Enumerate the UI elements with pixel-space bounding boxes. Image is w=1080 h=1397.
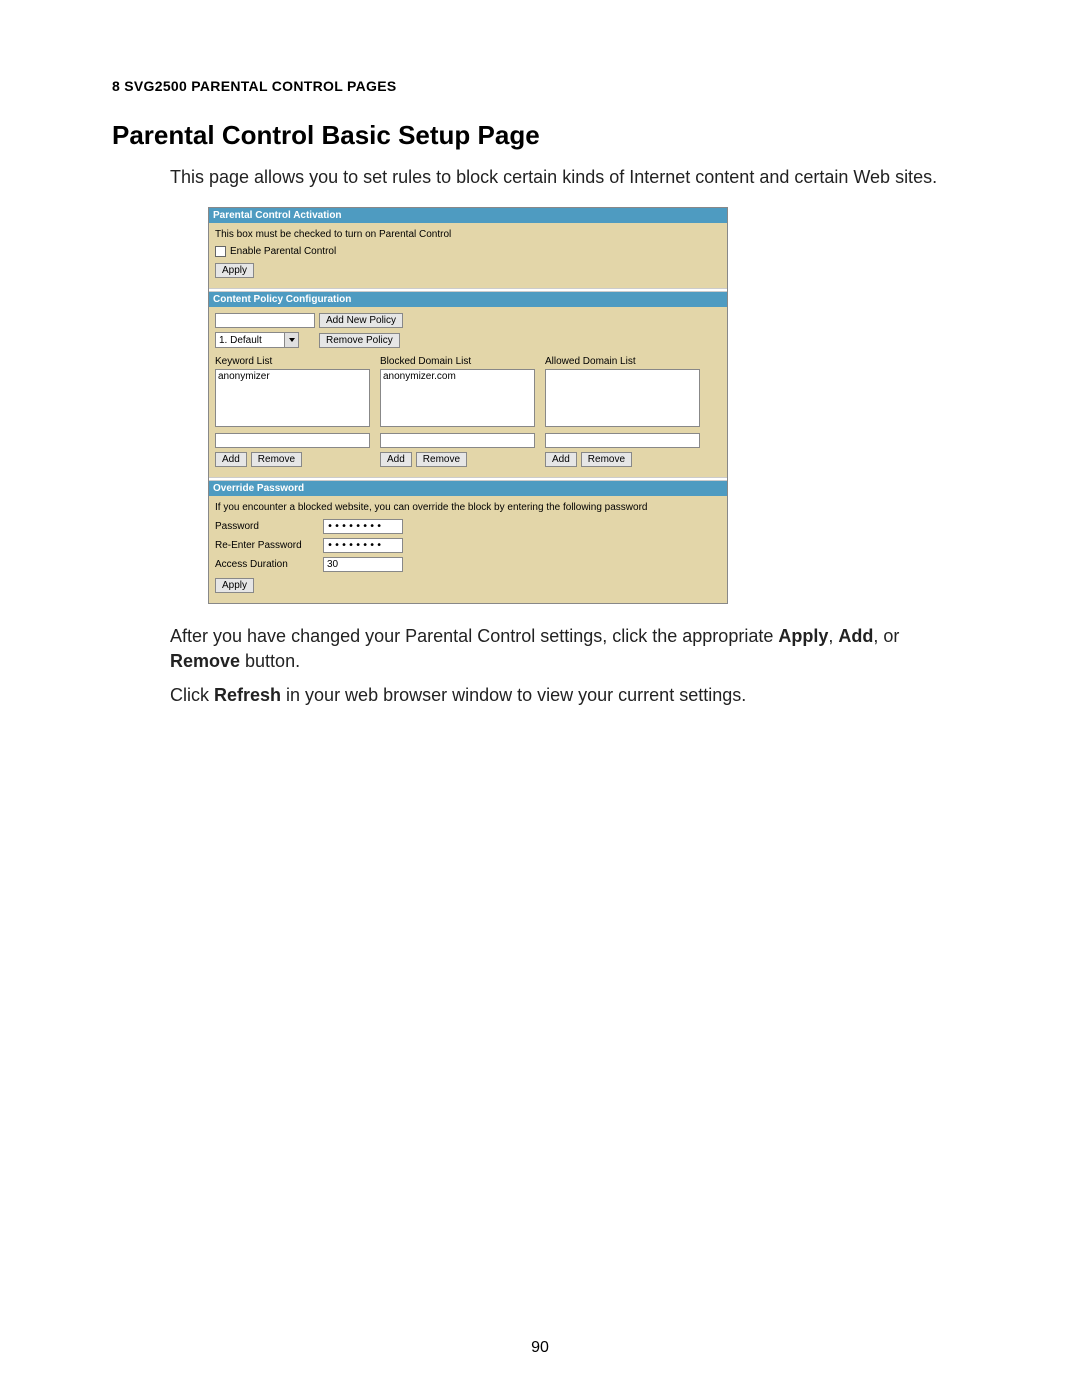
keyword-list-item[interactable]: anonymizer bbox=[218, 371, 367, 382]
keyword-remove-button[interactable]: Remove bbox=[251, 452, 302, 467]
allowed-listbox[interactable] bbox=[545, 369, 700, 427]
remove-policy-button[interactable]: Remove Policy bbox=[319, 333, 400, 348]
override-apply-button[interactable]: Apply bbox=[215, 578, 254, 593]
activation-apply-button[interactable]: Apply bbox=[215, 263, 254, 278]
override-body: If you encounter a blocked website, you … bbox=[209, 496, 727, 603]
allowed-remove-button[interactable]: Remove bbox=[581, 452, 632, 467]
allowed-add-button[interactable]: Add bbox=[545, 452, 577, 467]
keyword-input[interactable] bbox=[215, 433, 370, 448]
keyword-listbox[interactable]: anonymizer bbox=[215, 369, 370, 427]
policy-body: Add New Policy 1. Default Remove Policy … bbox=[209, 307, 727, 477]
activation-header: Parental Control Activation bbox=[209, 208, 727, 223]
activation-hint: This box must be checked to turn on Pare… bbox=[215, 227, 721, 244]
override-header: Override Password bbox=[209, 481, 727, 496]
chevron-down-icon bbox=[284, 333, 298, 347]
keyword-list-label: Keyword List bbox=[215, 356, 370, 367]
access-duration-input[interactable] bbox=[323, 557, 403, 572]
blocked-input[interactable] bbox=[380, 433, 535, 448]
intro-text: This page allows you to set rules to blo… bbox=[170, 165, 970, 189]
chapter-label: 8 SVG2500 PARENTAL CONTROL PAGES bbox=[112, 78, 970, 94]
blocked-listbox[interactable]: anonymizer.com bbox=[380, 369, 535, 427]
blocked-add-button[interactable]: Add bbox=[380, 452, 412, 467]
blocked-remove-button[interactable]: Remove bbox=[416, 452, 467, 467]
policy-select[interactable]: 1. Default bbox=[215, 332, 299, 348]
add-new-policy-button[interactable]: Add New Policy bbox=[319, 313, 403, 328]
instructions-2: Click Refresh in your web browser window… bbox=[170, 683, 970, 707]
settings-panel: Parental Control Activation This box mus… bbox=[208, 207, 728, 604]
new-policy-name-input[interactable] bbox=[215, 313, 315, 328]
reenter-password-input[interactable]: •••••••• bbox=[323, 538, 403, 553]
password-input[interactable]: •••••••• bbox=[323, 519, 403, 534]
keyword-add-button[interactable]: Add bbox=[215, 452, 247, 467]
reenter-password-label: Re-Enter Password bbox=[215, 540, 323, 551]
page-title: Parental Control Basic Setup Page bbox=[112, 120, 970, 151]
allowed-input[interactable] bbox=[545, 433, 700, 448]
activation-body: This box must be checked to turn on Pare… bbox=[209, 223, 727, 288]
blocked-list-label: Blocked Domain List bbox=[380, 356, 535, 367]
enable-parental-control-label: Enable Parental Control bbox=[230, 246, 336, 257]
blocked-list-item[interactable]: anonymizer.com bbox=[383, 371, 532, 382]
policy-select-value: 1. Default bbox=[219, 335, 262, 346]
policy-header: Content Policy Configuration bbox=[209, 292, 727, 307]
password-label: Password bbox=[215, 521, 323, 532]
enable-parental-control-checkbox[interactable] bbox=[215, 246, 226, 257]
access-duration-label: Access Duration bbox=[215, 559, 323, 570]
page-number: 90 bbox=[0, 1339, 1080, 1357]
allowed-list-label: Allowed Domain List bbox=[545, 356, 700, 367]
instructions-1: After you have changed your Parental Con… bbox=[170, 624, 970, 673]
override-hint: If you encounter a blocked website, you … bbox=[215, 500, 721, 517]
